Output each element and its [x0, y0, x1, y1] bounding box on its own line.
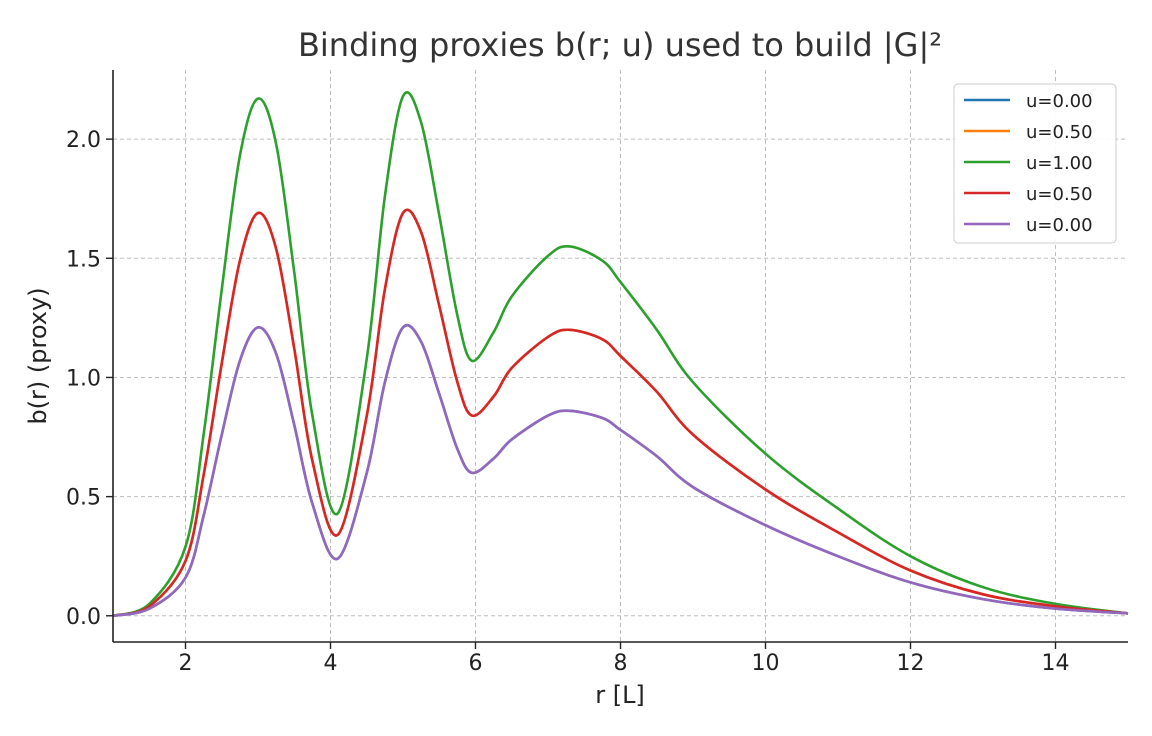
legend-label-2: u=1.00 — [1026, 153, 1093, 174]
x-tick-label: 4 — [324, 651, 338, 676]
legend-box — [953, 83, 1117, 244]
legend-label-3: u=0.50 — [1026, 184, 1093, 205]
x-tick-label: 2 — [179, 651, 193, 676]
legend: u=0.00 u=0.50 u=1.00 u=0.50 u=0.00 — [953, 83, 1117, 244]
x-tick-label: 12 — [897, 651, 925, 676]
x-axis-label: r [L] — [595, 681, 645, 709]
y-tick-label: 0.5 — [66, 486, 101, 511]
legend-label-4: u=0.00 — [1026, 215, 1093, 236]
series-line-3 — [112, 208, 1129, 618]
series-lines — [112, 91, 1129, 618]
y-tick-label: 1.5 — [66, 247, 101, 272]
legend-label-0: u=0.00 — [1026, 91, 1093, 112]
x-tick-label: 8 — [614, 651, 628, 676]
legend-label-1: u=0.50 — [1026, 122, 1093, 143]
series-line-4 — [112, 323, 1129, 618]
y-axis-label: b(r) (proxy) — [24, 287, 52, 424]
legend-entries: u=0.00 u=0.50 u=1.00 u=0.50 u=0.00 — [964, 91, 1093, 236]
grid-lines — [113, 70, 1128, 642]
x-tick-label: 6 — [469, 651, 483, 676]
y-tick-label: 0.0 — [66, 605, 101, 630]
y-tick-label: 1.0 — [66, 366, 101, 391]
ticks: 2 4 6 8 10 12 14 0.0 0.5 1.0 1.5 2.0 — [66, 128, 1070, 676]
chart-title: Binding proxies b(r; u) used to build |G… — [298, 26, 942, 64]
series-line-2 — [112, 91, 1129, 618]
x-tick-label: 14 — [1042, 651, 1070, 676]
y-tick-label: 2.0 — [66, 128, 101, 153]
x-tick-label: 10 — [752, 651, 780, 676]
